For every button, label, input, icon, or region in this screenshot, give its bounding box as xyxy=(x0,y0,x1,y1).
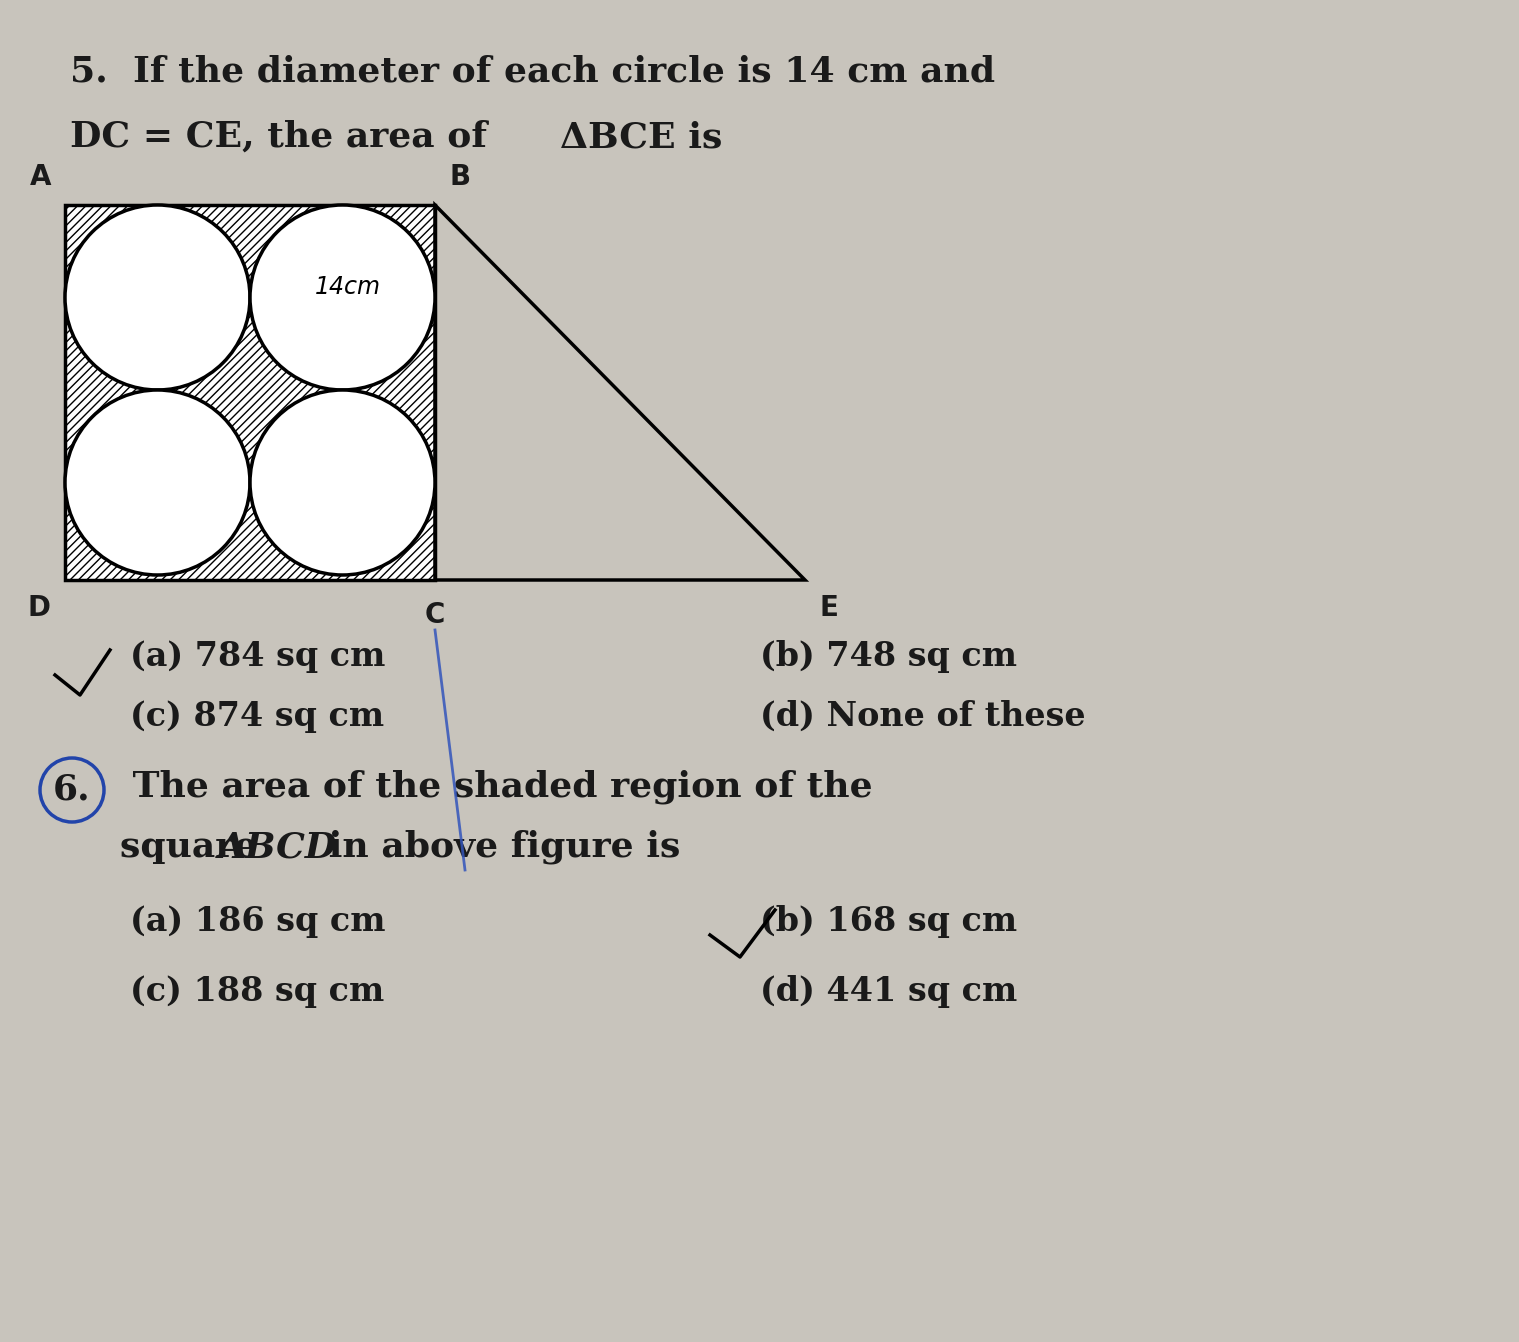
Text: (d) 441 sq cm: (d) 441 sq cm xyxy=(760,976,1018,1008)
Text: ABCD: ABCD xyxy=(219,829,337,864)
Text: 5.  If the diameter of each circle is 14 cm and: 5. If the diameter of each circle is 14 … xyxy=(70,55,995,89)
Text: (a) 186 sq cm: (a) 186 sq cm xyxy=(131,905,386,938)
Text: (c) 874 sq cm: (c) 874 sq cm xyxy=(131,701,384,733)
Bar xyxy=(65,205,434,580)
Text: D: D xyxy=(27,595,52,621)
Text: E: E xyxy=(819,595,838,621)
Text: (b) 168 sq cm: (b) 168 sq cm xyxy=(760,905,1018,938)
Circle shape xyxy=(65,391,251,574)
Text: (c) 188 sq cm: (c) 188 sq cm xyxy=(131,976,384,1008)
Text: (a) 784 sq cm: (a) 784 sq cm xyxy=(131,640,386,672)
Text: B: B xyxy=(450,162,469,191)
Text: 14cm: 14cm xyxy=(314,275,380,299)
Circle shape xyxy=(251,391,434,574)
Text: (b) 748 sq cm: (b) 748 sq cm xyxy=(760,640,1018,672)
Text: DC = CE, the area of: DC = CE, the area of xyxy=(70,119,500,154)
Text: 6.: 6. xyxy=(53,773,91,807)
Text: ΔBCE is: ΔBCE is xyxy=(561,119,723,154)
Text: square: square xyxy=(120,829,270,864)
Text: C: C xyxy=(425,601,445,629)
Circle shape xyxy=(251,205,434,391)
Text: in above figure is: in above figure is xyxy=(316,829,681,864)
Text: The area of the shaded region of the: The area of the shaded region of the xyxy=(120,770,872,804)
Circle shape xyxy=(65,205,251,391)
Text: A: A xyxy=(29,162,52,191)
Text: (d) None of these: (d) None of these xyxy=(760,701,1086,733)
